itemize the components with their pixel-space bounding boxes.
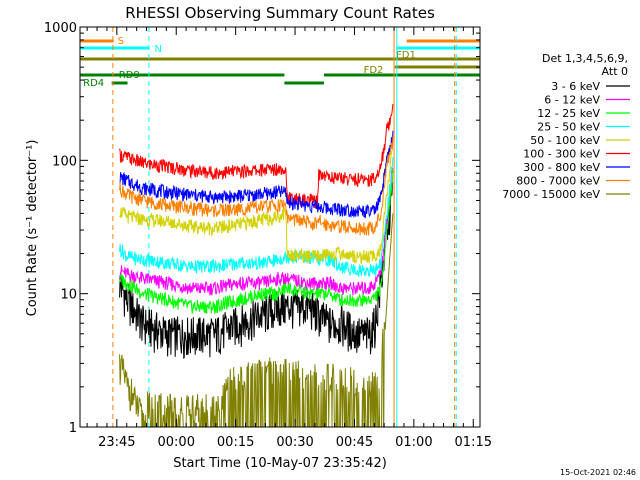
bar-label-s: S: [118, 36, 124, 47]
coverage-bars: S N FD1 FD2 RD9 RD4: [80, 36, 480, 89]
x-tick-label-5: 01:00: [395, 435, 432, 450]
legend-label-8: 7000 - 15000 keV: [502, 188, 600, 201]
bar-label-fd1: FD1: [396, 50, 416, 61]
legend-label-5: 100 - 300 keV: [523, 148, 600, 161]
legend-header-0: Det 1,3,4,5,6,9,: [542, 52, 628, 65]
series-lines: [119, 103, 394, 428]
bar-label-rd4: RD4: [83, 78, 104, 89]
legend-label-7: 800 - 7000 keV: [516, 175, 600, 188]
bar-label-fd2: FD2: [364, 65, 384, 76]
series-line-4: [119, 149, 393, 264]
timestamp: 15-Oct-2021 02:46: [560, 468, 636, 477]
chart-title: RHESSI Observing Summary Count Rates: [125, 4, 435, 22]
legend-label-1: 6 - 12 keV: [544, 94, 600, 107]
x-tick-label-4: 00:45: [336, 435, 373, 450]
y-tick-label-2: 100: [52, 154, 77, 169]
series-line-6: [119, 130, 394, 219]
legend-label-6: 300 - 800 keV: [523, 161, 600, 174]
series-line-5: [119, 103, 394, 209]
x-tick-label-3: 00:30: [276, 435, 313, 450]
y-tick-label-1: 10: [60, 288, 77, 303]
legend-header-1: Att 0: [602, 65, 628, 78]
bar-label-n: N: [154, 44, 161, 55]
plot-frame: [79, 26, 481, 428]
x-tick-label-0: 23:45: [98, 435, 135, 450]
y-tick-label-3: 1000: [44, 21, 77, 36]
legend-label-4: 50 - 100 keV: [530, 134, 600, 147]
x-tick-label-6: 01:15: [455, 435, 492, 450]
axes: 23:45 00:00 00:15 00:30 00:45 01:00 01:15 1 10 10…: [44, 21, 492, 450]
legend-label-3: 25 - 50 keV: [537, 121, 600, 134]
series-line-3: [119, 157, 394, 278]
x-axis-label: Start Time (10-May-07 23:35:42): [173, 456, 387, 471]
series-line-0: [119, 182, 394, 359]
series-line-1: [119, 167, 394, 296]
y-tick-label-0: 1: [69, 421, 77, 436]
series-line-2: [119, 170, 394, 314]
x-tick-label-1: 00:00: [158, 435, 195, 450]
bar-label-rd9: RD9: [119, 70, 140, 81]
legend-label-2: 12 - 25 keV: [537, 107, 600, 120]
x-tick-label-2: 00:15: [217, 435, 254, 450]
series-line-7: [119, 136, 394, 236]
legend-label-0: 3 - 6 keV: [551, 80, 600, 93]
y-axis-label: Count Rate (s⁻¹ detector⁻¹): [25, 140, 40, 317]
